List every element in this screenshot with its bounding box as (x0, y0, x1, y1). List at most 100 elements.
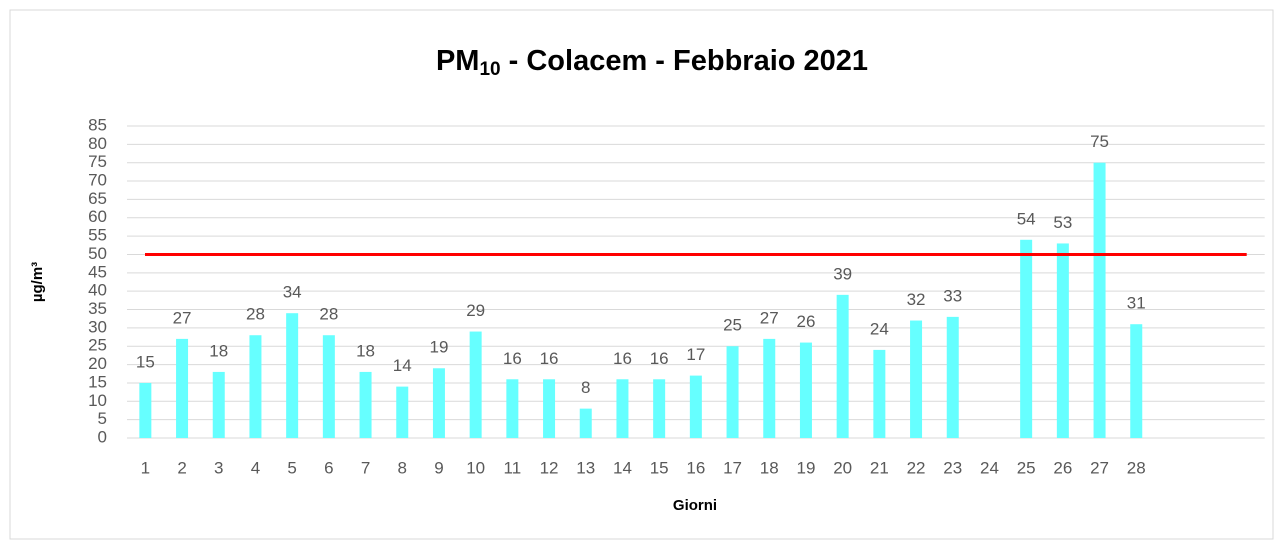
x-tick-label: 20 (833, 458, 852, 477)
data-label: 18 (209, 341, 228, 360)
data-label: 53 (1053, 213, 1072, 232)
y-tick-label: 60 (88, 207, 107, 226)
y-tick-label: 50 (88, 244, 107, 263)
bar (653, 379, 666, 438)
y-tick-label: 55 (88, 226, 107, 245)
y-tick-label: 70 (88, 171, 107, 190)
chart-title: PM10 - Colacem - Febbraio 2021 (436, 45, 868, 80)
bar (1056, 243, 1069, 438)
x-tick-label: 18 (760, 458, 779, 477)
x-tick-label: 16 (686, 458, 705, 477)
y-tick-label: 30 (88, 317, 107, 336)
x-tick-label: 10 (466, 458, 485, 477)
x-tick-label: 13 (576, 458, 595, 477)
x-tick-label: 24 (980, 458, 999, 477)
data-label: 28 (246, 305, 265, 324)
x-axis-label: Giorni (673, 497, 717, 514)
data-label: 54 (1017, 209, 1036, 228)
bar (799, 342, 812, 438)
bar (543, 379, 556, 438)
title-subscript: 10 (479, 59, 500, 80)
bar (1093, 162, 1106, 439)
bar (176, 338, 189, 438)
bar (506, 379, 519, 438)
title-main: PM (436, 45, 480, 77)
data-label: 31 (1127, 294, 1146, 313)
data-label: 27 (173, 308, 192, 327)
bar (322, 335, 335, 438)
bar (689, 375, 702, 438)
data-label: 39 (833, 264, 852, 283)
y-tick-label: 5 (98, 409, 107, 428)
bar (286, 313, 299, 438)
data-label: 27 (760, 308, 779, 327)
data-label: 33 (943, 286, 962, 305)
x-tick-label: 27 (1090, 458, 1109, 477)
y-axis-label: µg/m³ (29, 262, 46, 302)
data-label: 24 (870, 319, 889, 338)
data-label: 16 (613, 349, 632, 368)
x-tick-label: 15 (650, 458, 669, 477)
y-tick-label: 65 (88, 189, 107, 208)
x-tick-label: 8 (398, 458, 407, 477)
data-label: 17 (686, 345, 705, 364)
x-tick-label: 14 (613, 458, 632, 477)
bar (432, 368, 445, 438)
bar (579, 408, 592, 438)
data-label: 18 (356, 341, 375, 360)
y-tick-label: 75 (88, 152, 107, 171)
bar (359, 371, 372, 438)
data-label: 16 (540, 349, 559, 368)
x-tick-label: 12 (540, 458, 559, 477)
bar (763, 338, 776, 438)
x-tick-label: 23 (943, 458, 962, 477)
data-label: 16 (650, 349, 669, 368)
data-label: 29 (466, 301, 485, 320)
chart-frame (9, 9, 1274, 540)
y-tick-label: 10 (88, 391, 107, 410)
data-label: 8 (581, 378, 590, 397)
data-label: 75 (1090, 132, 1109, 151)
bar (616, 379, 629, 438)
x-tick-label: 11 (504, 458, 522, 477)
y-tick-label: 45 (88, 262, 107, 281)
x-tick-label: 19 (796, 458, 815, 477)
bar (1130, 324, 1143, 438)
y-tick-label: 85 (88, 115, 107, 134)
bar (139, 382, 152, 438)
data-label: 14 (393, 356, 412, 375)
bar (946, 316, 959, 438)
data-label: 15 (136, 352, 155, 371)
bar (726, 346, 739, 438)
x-tick-label: 3 (214, 458, 223, 477)
y-tick-label: 20 (88, 354, 107, 373)
y-tick-label: 25 (88, 336, 107, 355)
bar (873, 349, 886, 438)
x-tick-label: 17 (723, 458, 742, 477)
title-rest: - Colacem - Febbraio 2021 (501, 45, 868, 77)
x-tick-label: 6 (324, 458, 333, 477)
x-tick-label: 4 (251, 458, 260, 477)
bar (212, 371, 225, 438)
data-label: 25 (723, 316, 742, 335)
bar (836, 294, 849, 438)
data-label: 34 (283, 283, 302, 302)
y-tick-label: 35 (88, 299, 107, 318)
data-label: 16 (503, 349, 522, 368)
x-tick-label: 26 (1053, 458, 1072, 477)
x-tick-label: 28 (1127, 458, 1146, 477)
x-tick-label: 22 (907, 458, 926, 477)
y-tick-label: 15 (88, 372, 107, 391)
data-label: 32 (907, 290, 926, 309)
x-tick-label: 7 (361, 458, 370, 477)
y-tick-label: 80 (88, 134, 107, 153)
x-tick-label: 21 (870, 458, 889, 477)
data-label: 19 (429, 338, 448, 357)
bar (1020, 239, 1033, 438)
x-tick-label: 25 (1017, 458, 1036, 477)
x-tick-label: 1 (141, 458, 150, 477)
bar (469, 331, 482, 438)
x-tick-label: 2 (177, 458, 186, 477)
y-tick-label: 0 (98, 427, 107, 446)
